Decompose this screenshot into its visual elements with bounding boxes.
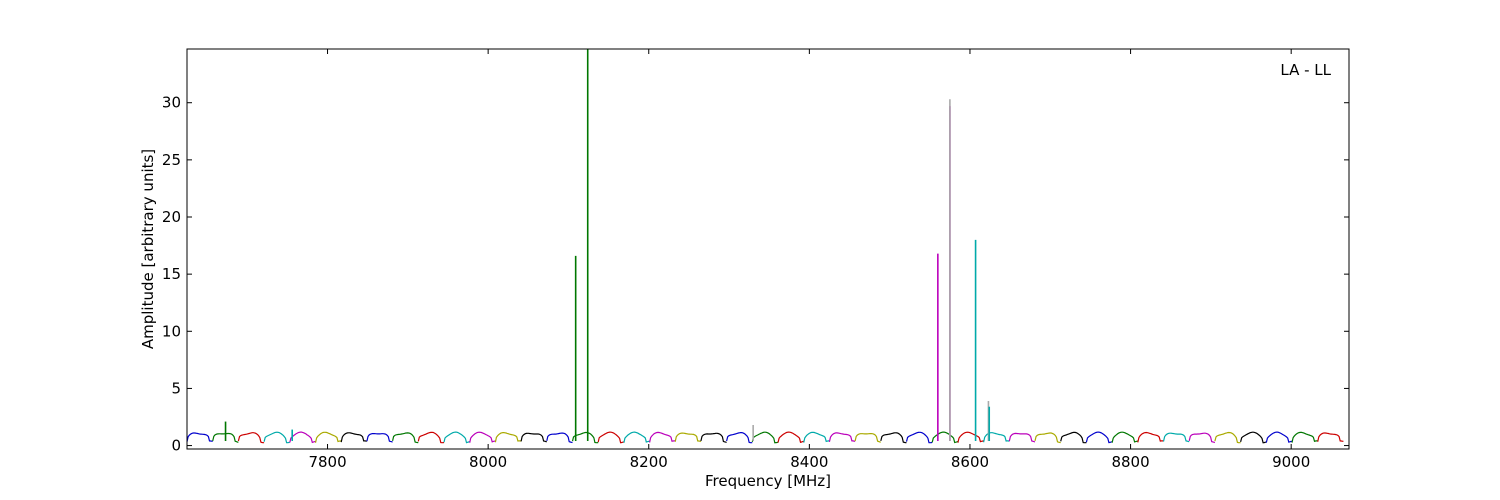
y-axis-label: Amplitude [arbitrary units] bbox=[139, 149, 157, 349]
x-tick-label: 8200 bbox=[630, 453, 668, 471]
channel-curve bbox=[777, 431, 804, 444]
spectrum-spikes bbox=[224, 49, 991, 441]
channel-curve bbox=[1111, 431, 1138, 443]
y-axis-ticks: 0 5 10 15 20 25 30 bbox=[162, 94, 1349, 455]
channel-curve bbox=[623, 431, 650, 443]
channel-curve bbox=[751, 431, 779, 444]
channel-curve bbox=[1085, 431, 1113, 444]
y-tick-label: 30 bbox=[162, 94, 181, 112]
channel-curve bbox=[314, 431, 342, 443]
x-tick-label: 7800 bbox=[308, 453, 346, 471]
spectrum-curves bbox=[186, 431, 1344, 444]
channel-curve bbox=[1214, 431, 1241, 444]
x-axis-ticks: 7800 8000 8200 8400 8600 8800 9000 bbox=[308, 49, 1310, 471]
y-tick-label: 20 bbox=[162, 208, 181, 226]
channel-curve bbox=[417, 431, 445, 444]
channel-curve bbox=[392, 432, 419, 444]
y-tick-label: 5 bbox=[171, 379, 181, 397]
channel-curve bbox=[571, 431, 599, 444]
x-tick-label: 8800 bbox=[1111, 453, 1149, 471]
x-tick-label: 8400 bbox=[790, 453, 828, 471]
channel-curve bbox=[237, 432, 265, 444]
channel-curve bbox=[931, 431, 959, 444]
channel-curve bbox=[443, 431, 470, 444]
channel-curve bbox=[1317, 432, 1344, 442]
channel-curve bbox=[1034, 432, 1061, 444]
x-tick-label: 8000 bbox=[469, 453, 507, 471]
channel-curve bbox=[1188, 432, 1216, 444]
channel-curve bbox=[803, 431, 830, 443]
channel-curve bbox=[186, 432, 213, 442]
channel-curve bbox=[649, 431, 676, 443]
channel-curve bbox=[1162, 432, 1190, 443]
channel-curve bbox=[340, 432, 368, 443]
channel-curve bbox=[880, 432, 907, 444]
channel-curve bbox=[494, 432, 522, 443]
channel-curve bbox=[828, 432, 856, 443]
channel-curve bbox=[1291, 431, 1318, 443]
channel-curve bbox=[957, 431, 984, 443]
channel-curve bbox=[1265, 431, 1293, 443]
channel-curve bbox=[546, 432, 573, 444]
channel-curve bbox=[726, 432, 753, 444]
channel-curve bbox=[905, 431, 933, 444]
chart-annotation: LA - LL bbox=[1280, 61, 1331, 79]
channel-curve bbox=[597, 431, 625, 444]
channel-curve bbox=[1137, 431, 1164, 443]
channel-curve bbox=[1008, 432, 1036, 443]
channel-curve bbox=[1240, 431, 1267, 444]
y-tick-label: 15 bbox=[162, 265, 181, 283]
x-axis-label: Frequency [MHz] bbox=[705, 472, 831, 490]
channel-curve bbox=[263, 431, 290, 444]
channel-curve bbox=[366, 433, 393, 443]
channel-curve bbox=[1060, 431, 1087, 444]
x-tick-label: 8600 bbox=[951, 453, 989, 471]
channel-curve bbox=[674, 432, 702, 443]
channel-curve bbox=[469, 431, 496, 443]
plot-frame bbox=[186, 48, 1350, 450]
channel-curve bbox=[983, 432, 1010, 443]
x-tick-label: 9000 bbox=[1272, 453, 1310, 471]
y-tick-label: 25 bbox=[162, 151, 181, 169]
y-tick-label: 0 bbox=[171, 437, 181, 455]
channel-curve bbox=[854, 433, 881, 443]
channel-curve bbox=[289, 431, 316, 444]
channel-curve bbox=[700, 432, 727, 443]
channel-curve bbox=[520, 432, 547, 443]
y-tick-label: 10 bbox=[162, 322, 181, 340]
